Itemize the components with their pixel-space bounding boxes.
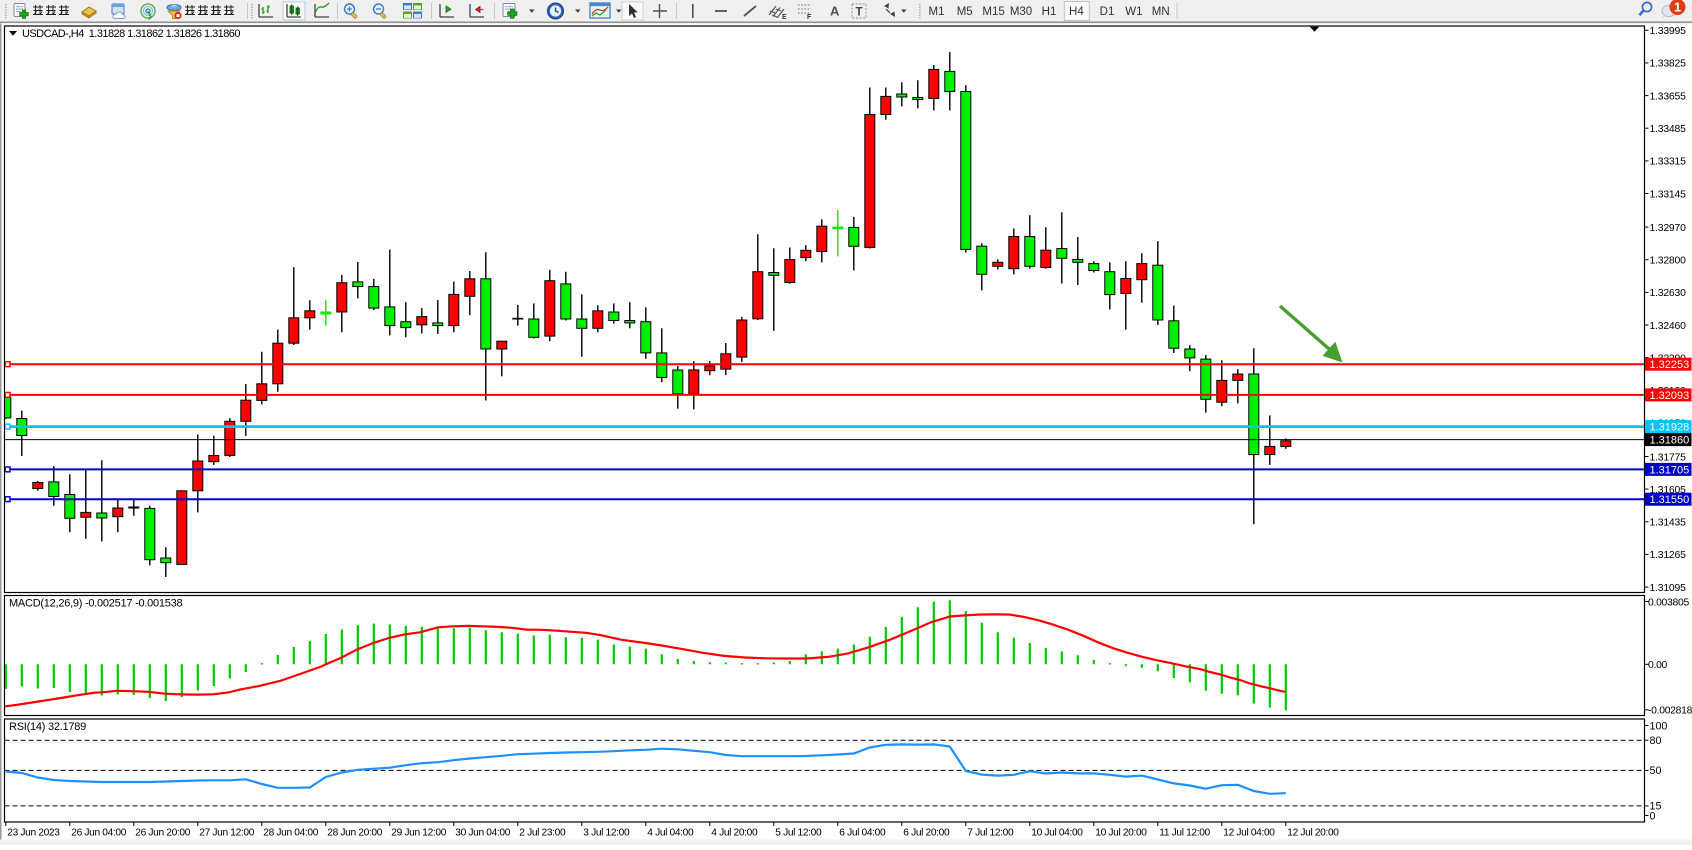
svg-text:28 Jun 04:00: 28 Jun 04:00 <box>263 828 318 839</box>
svg-text:1.32460: 1.32460 <box>1650 321 1687 332</box>
svg-text:1.31435: 1.31435 <box>1650 518 1687 529</box>
svg-text:50: 50 <box>1650 765 1662 777</box>
svg-text:100: 100 <box>1650 720 1668 732</box>
svg-text:0.00: 0.00 <box>1648 660 1668 671</box>
svg-text:MACD(12,26,9) -0.002517 -0.001: MACD(12,26,9) -0.002517 -0.001538 <box>9 598 182 610</box>
svg-text:M15: M15 <box>982 6 1004 18</box>
svg-text:23 Jun 2023: 23 Jun 2023 <box>7 828 60 839</box>
svg-text:4 Jul 20:00: 4 Jul 20:00 <box>711 828 758 839</box>
svg-text:M5: M5 <box>957 6 973 18</box>
svg-text:10 Jul 04:00: 10 Jul 04:00 <box>1031 828 1083 839</box>
svg-text:11 Jul 12:00: 11 Jul 12:00 <box>1159 828 1210 839</box>
svg-text:H4: H4 <box>1069 6 1084 18</box>
svg-text:T: T <box>856 7 863 19</box>
svg-text:0: 0 <box>1650 810 1656 822</box>
svg-text:USDCAD-,H4 1.31828 1.31862 1.: USDCAD-,H4 1.31828 1.31862 1.31826 1.318… <box>22 28 240 40</box>
svg-text:1.32800: 1.32800 <box>1650 256 1687 267</box>
svg-text:F: F <box>807 14 812 21</box>
svg-text:1.31775: 1.31775 <box>1650 452 1687 463</box>
svg-text:W1: W1 <box>1125 6 1142 18</box>
svg-text:80: 80 <box>1650 735 1662 747</box>
svg-text:1.33655: 1.33655 <box>1650 91 1687 102</box>
svg-text:H1: H1 <box>1042 6 1057 18</box>
svg-text:-0.002818: -0.002818 <box>1648 706 1692 717</box>
svg-text:27 Jun 12:00: 27 Jun 12:00 <box>199 828 254 839</box>
svg-text:12 Jul 20:00: 12 Jul 20:00 <box>1287 828 1339 839</box>
svg-text:1: 1 <box>1674 0 1681 15</box>
svg-text:D1: D1 <box>1100 6 1115 18</box>
svg-text:1.31095: 1.31095 <box>1650 583 1687 594</box>
svg-text:30 Jun 04:00: 30 Jun 04:00 <box>455 828 510 839</box>
svg-text:E: E <box>782 14 787 21</box>
svg-text:29 Jun 12:00: 29 Jun 12:00 <box>391 828 446 839</box>
svg-text:5 Jul 12:00: 5 Jul 12:00 <box>775 828 822 839</box>
svg-text:7 Jul 12:00: 7 Jul 12:00 <box>967 828 1014 839</box>
svg-text:10 Jul 20:00: 10 Jul 20:00 <box>1095 828 1147 839</box>
svg-text:4 Jul 04:00: 4 Jul 04:00 <box>647 828 694 839</box>
svg-text:RSI(14) 32.1789: RSI(14) 32.1789 <box>9 721 86 733</box>
svg-text:1.31860: 1.31860 <box>1650 435 1690 447</box>
svg-text:A: A <box>830 4 840 19</box>
svg-text:1.33995: 1.33995 <box>1650 26 1687 37</box>
svg-text:1.31550: 1.31550 <box>1650 494 1690 506</box>
svg-text:1.33485: 1.33485 <box>1650 124 1687 135</box>
svg-text:26 Jun 20:00: 26 Jun 20:00 <box>135 828 190 839</box>
svg-text:28 Jun 20:00: 28 Jun 20:00 <box>327 828 382 839</box>
svg-text:0.003805: 0.003805 <box>1648 597 1689 608</box>
svg-text:1.31705: 1.31705 <box>1650 464 1690 476</box>
svg-text:2 Jul 23:00: 2 Jul 23:00 <box>519 828 566 839</box>
svg-text:6 Jul 20:00: 6 Jul 20:00 <box>903 828 950 839</box>
svg-text:26 Jun 04:00: 26 Jun 04:00 <box>71 828 126 839</box>
svg-text:M1: M1 <box>929 6 945 18</box>
svg-text:1.32093: 1.32093 <box>1650 390 1690 402</box>
svg-text:1.32630: 1.32630 <box>1650 288 1687 299</box>
svg-text:1.33315: 1.33315 <box>1650 157 1687 168</box>
svg-text:M30: M30 <box>1010 6 1032 18</box>
svg-text:1.31265: 1.31265 <box>1650 550 1687 561</box>
svg-text:MN: MN <box>1152 6 1170 18</box>
svg-text:1.32253: 1.32253 <box>1650 359 1690 371</box>
svg-text:3 Jul 12:00: 3 Jul 12:00 <box>583 828 630 839</box>
svg-text:12 Jul 04:00: 12 Jul 04:00 <box>1223 828 1275 839</box>
svg-text:6 Jul 04:00: 6 Jul 04:00 <box>839 828 886 839</box>
svg-text:1.33145: 1.33145 <box>1650 189 1687 200</box>
svg-text:1.32970: 1.32970 <box>1650 223 1687 234</box>
svg-text:1.33825: 1.33825 <box>1650 59 1687 70</box>
svg-text:1.31928: 1.31928 <box>1650 422 1690 434</box>
